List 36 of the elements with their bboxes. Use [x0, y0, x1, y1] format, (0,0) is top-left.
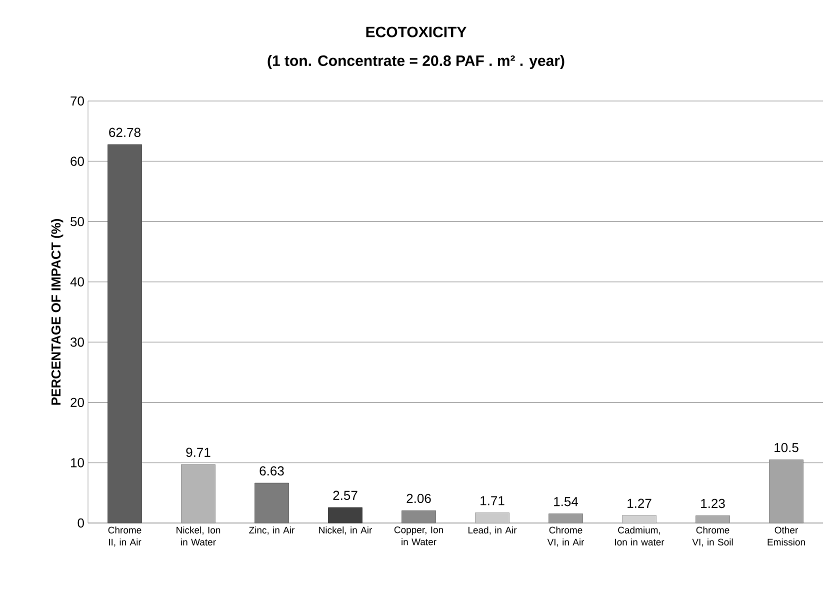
data-label: 2.57	[333, 490, 358, 500]
bar	[622, 515, 656, 524]
data-label: 62.78	[109, 128, 140, 137]
bar	[328, 507, 362, 524]
data-label: 1.27	[628, 498, 652, 508]
chart-subtitle: (1 ton. Concentrate = 20.8 PAF . m² . year)	[268, 54, 564, 69]
data-label: 9.71	[186, 448, 210, 457]
x-tick-label: Copper, Ion in Water	[394, 526, 443, 546]
y-tick-label: 30	[70, 338, 84, 347]
data-label: 1.71	[480, 496, 504, 506]
bar	[475, 512, 510, 524]
y-tick-label: 40	[70, 277, 84, 286]
x-tick-label: Chrome VI, in Soil	[692, 526, 733, 547]
y-tick-label: 50	[70, 216, 84, 226]
y-tick-label: 0	[78, 518, 84, 528]
data-label: 10.5	[774, 442, 798, 452]
y-tick-label: 60	[70, 156, 84, 166]
data-label: 6.63	[260, 466, 284, 476]
y-axis-title: PERCENTAGE OF IMPACT (%)	[51, 218, 64, 405]
chart-title: ECOTOXICITY	[366, 26, 466, 38]
x-tick-label: Zinc, in Air	[249, 526, 295, 535]
x-tick-label: Chrome VI, in Air	[547, 526, 584, 547]
x-tick-label: Lead, in Air	[468, 526, 517, 535]
x-tick-label: Nickel, Ion in Water	[176, 526, 220, 546]
x-tick-label: Nickel, in Air	[319, 526, 372, 535]
data-label: 2.06	[406, 494, 431, 504]
x-tick-label: Cadmium, Ion in water	[615, 526, 664, 546]
data-label: 1.23	[701, 498, 725, 508]
x-tick-label: Other Emission	[768, 526, 805, 546]
y-tick-label: 70	[70, 96, 84, 106]
bar	[548, 514, 583, 524]
y-tick-label: 10	[71, 458, 84, 468]
data-label: 1.54	[554, 497, 578, 506]
y-tick-label: 20	[70, 398, 84, 408]
x-tick-label: Chrome II, in Air	[108, 526, 142, 547]
bar	[108, 144, 142, 524]
